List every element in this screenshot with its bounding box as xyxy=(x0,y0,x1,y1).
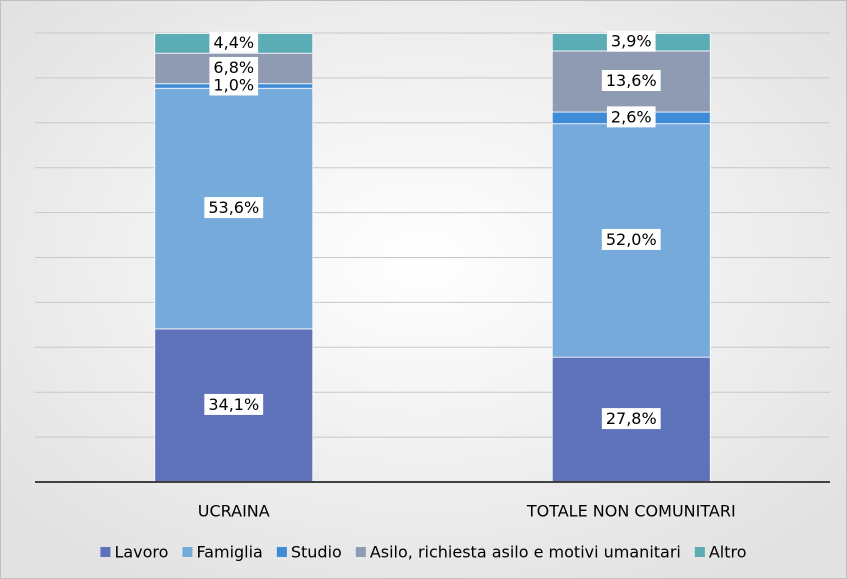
legend-swatch xyxy=(694,547,705,557)
value-label-box xyxy=(601,228,661,250)
value-label-box xyxy=(601,408,661,430)
value-label-box xyxy=(204,393,264,415)
value-label: 3,9% xyxy=(611,32,652,51)
value-label-box xyxy=(204,197,264,219)
value-label: 53,6% xyxy=(208,198,259,217)
x-tick-label: UCRAINA xyxy=(198,502,270,521)
legend-swatch xyxy=(182,547,193,557)
legend-label: Famiglia xyxy=(196,543,262,562)
x-tick-label: TOTALE NON COMUNITARI xyxy=(526,502,736,521)
value-label: 13,6% xyxy=(606,71,657,90)
value-label-box xyxy=(606,106,656,128)
legend-swatch xyxy=(355,547,366,557)
value-label-box xyxy=(209,74,259,96)
value-label: 6,8% xyxy=(213,58,254,77)
value-label: 52,0% xyxy=(606,230,657,249)
value-label-box xyxy=(209,31,259,53)
value-label: 2,6% xyxy=(611,107,652,126)
legend-label: Altro xyxy=(709,543,747,562)
value-label: 1,0% xyxy=(213,75,254,94)
value-label-box xyxy=(606,30,656,52)
value-label-box xyxy=(601,69,661,91)
legend-label: Studio xyxy=(291,543,342,562)
value-label-box xyxy=(209,56,259,78)
legend-swatch xyxy=(100,547,111,557)
value-label: 4,4% xyxy=(213,33,254,52)
legend-label: Asilo, richiesta asilo e motivi umanitar… xyxy=(370,543,681,562)
value-label: 27,8% xyxy=(606,409,657,428)
legend-swatch xyxy=(276,547,287,557)
legend-label: Lavoro xyxy=(114,543,168,562)
value-label: 34,1% xyxy=(208,395,259,414)
